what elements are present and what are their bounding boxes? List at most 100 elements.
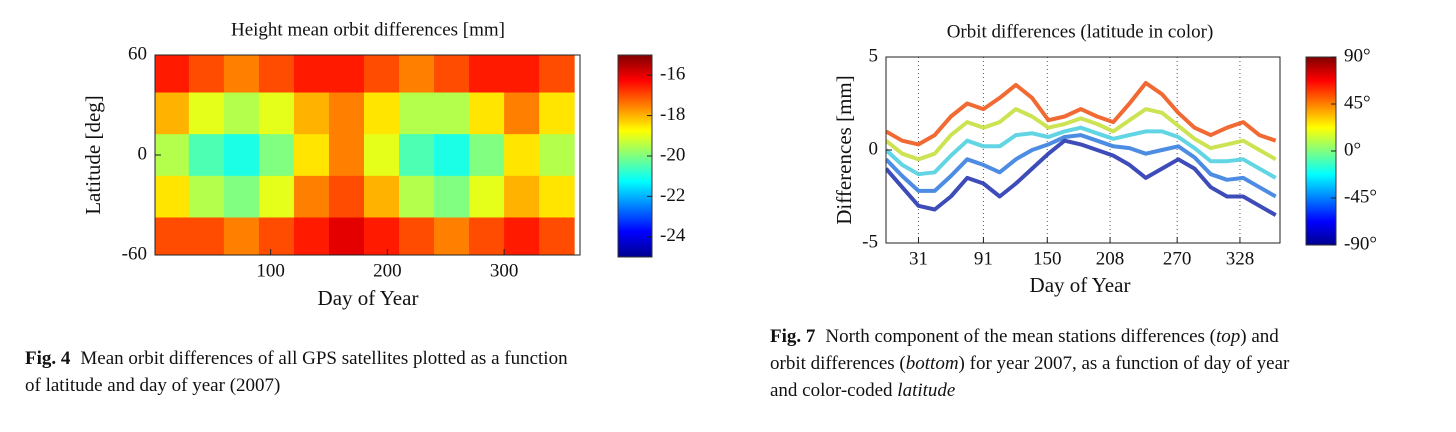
heatmap-cell: [434, 217, 470, 255]
caption-text: ) and: [1240, 326, 1279, 347]
caption-text: ) for year 2007, as a function of day of…: [959, 353, 1290, 374]
colorbar-tick-label: 0°: [1344, 139, 1361, 160]
heatmap-cell: [258, 217, 295, 255]
heatmap-cell: [399, 175, 435, 218]
heatmap-cell: [223, 55, 260, 93]
colorbar-tick-label: -20: [660, 144, 685, 165]
heatmap-cell: [469, 55, 505, 93]
heatmap-cell: [434, 175, 470, 218]
heatmap-cell: [155, 217, 190, 255]
heatmap-cell: [223, 217, 260, 255]
heatmap-cell: [399, 92, 435, 135]
heatmap-cell: [469, 92, 505, 135]
colorbar-tick-label: -18: [660, 104, 685, 125]
y-tick-label: 60: [128, 43, 147, 64]
heatmap-cell: [155, 175, 190, 218]
x-tick-label: 328: [1226, 248, 1255, 269]
y-tick-label: 0: [869, 138, 879, 159]
caption-text: Mean orbit differences of all GPS satell…: [80, 348, 568, 369]
caption-text: bottom: [906, 353, 959, 374]
heatmap-cell: [469, 175, 505, 218]
y-axis-label: Latitude [deg]: [81, 95, 105, 215]
heatmap-cell: [434, 55, 470, 93]
colorbar-tick-label: -22: [660, 185, 685, 206]
heatmap-cell: [504, 134, 540, 177]
caption-label: Fig. 7: [770, 326, 816, 347]
heatmap-cell: [434, 134, 470, 177]
heatmap-cell: [363, 92, 400, 135]
series-line: [886, 138, 1277, 217]
heatmap-cell: [469, 134, 505, 177]
heatmap-cell: [363, 175, 400, 218]
caption-text: top: [1216, 326, 1240, 347]
heatmap-cell: [399, 55, 435, 93]
caption: Fig. 7 North component of the mean statio…: [770, 326, 1279, 347]
heatmap-cell: [155, 55, 190, 93]
x-tick-label: 150: [1033, 248, 1062, 269]
colorbar-tick-label: -16: [660, 64, 685, 85]
heatmap-cell: [258, 55, 295, 93]
heatmap-cell: [188, 92, 225, 135]
heatmap-cell: [328, 92, 365, 135]
heatmap-cell: [539, 175, 575, 218]
heatmap-cell: [293, 92, 330, 135]
heatmap-cell: [223, 92, 260, 135]
heatmap-cell: [328, 175, 365, 218]
heatmap-cell: [258, 92, 295, 135]
caption: orbit differences (bottom) for year 2007…: [770, 353, 1290, 374]
series-line: [886, 81, 1277, 147]
heatmap-cell: [188, 134, 225, 177]
heatmap-cell: [539, 55, 575, 93]
heatmap-cell: [223, 134, 260, 177]
caption-text: North component of the mean stations dif…: [825, 326, 1216, 347]
heatmap-cell: [504, 217, 540, 255]
caption: Fig. 4 Mean orbit differences of all GPS …: [25, 348, 568, 369]
caption-text: orbit differences (: [770, 353, 906, 374]
heatmap-cell: [188, 217, 225, 255]
heatmap-cell: [539, 217, 575, 255]
y-tick-label: 5: [869, 45, 879, 66]
colorbar-tick-label: -90°: [1344, 233, 1377, 254]
heatmap-cell: [504, 175, 540, 218]
colorbar-tick-label: 90°: [1344, 45, 1371, 66]
heatmap-cell: [363, 217, 400, 255]
plot-frame: [885, 56, 1281, 244]
heatmap-cell: [188, 55, 225, 93]
x-tick-label: 31: [909, 248, 928, 269]
x-tick-label: 91: [974, 248, 993, 269]
heatmap-cell: [434, 92, 470, 135]
heatmap-cell: [469, 217, 505, 255]
heatmap-cell: [539, 134, 575, 177]
heatmap-cell: [155, 92, 190, 135]
heatmap-cell: [399, 217, 435, 255]
heatmap-cell: [328, 134, 365, 177]
colorbar: [617, 54, 653, 258]
x-tick-label: 208: [1096, 248, 1125, 269]
heatmap-cell: [504, 55, 540, 93]
chart-title: Orbit differences (latitude in color): [947, 21, 1214, 42]
y-tick-label: -60: [122, 243, 147, 264]
x-tick-label: 300: [490, 260, 519, 281]
colorbar-tick-label: -24: [660, 225, 686, 246]
colorbar-tick-label: -45°: [1344, 186, 1377, 207]
x-axis-label: Day of Year: [1030, 273, 1131, 297]
caption-label: Fig. 4: [25, 348, 71, 369]
heatmap-cell: [293, 55, 330, 93]
x-tick-label: 100: [256, 260, 285, 281]
x-axis-label: Day of Year: [318, 286, 419, 310]
heatmap-cell: [293, 175, 330, 218]
caption-text: and color-coded: [770, 380, 897, 401]
heatmap-cell: [293, 217, 330, 255]
x-tick-label: 200: [373, 260, 402, 281]
series-group: [886, 81, 1277, 217]
series-line: [886, 133, 1277, 199]
x-tick-label: 270: [1163, 248, 1192, 269]
caption: and color-coded latitude: [770, 380, 955, 401]
chart-title: Height mean orbit differences [mm]: [231, 19, 505, 40]
heatmap-cell: [504, 92, 540, 135]
series-line: [886, 125, 1277, 180]
heatmap-cell: [223, 175, 260, 218]
heatmap-cell: [258, 175, 295, 218]
heatmap-cell: [539, 92, 575, 135]
